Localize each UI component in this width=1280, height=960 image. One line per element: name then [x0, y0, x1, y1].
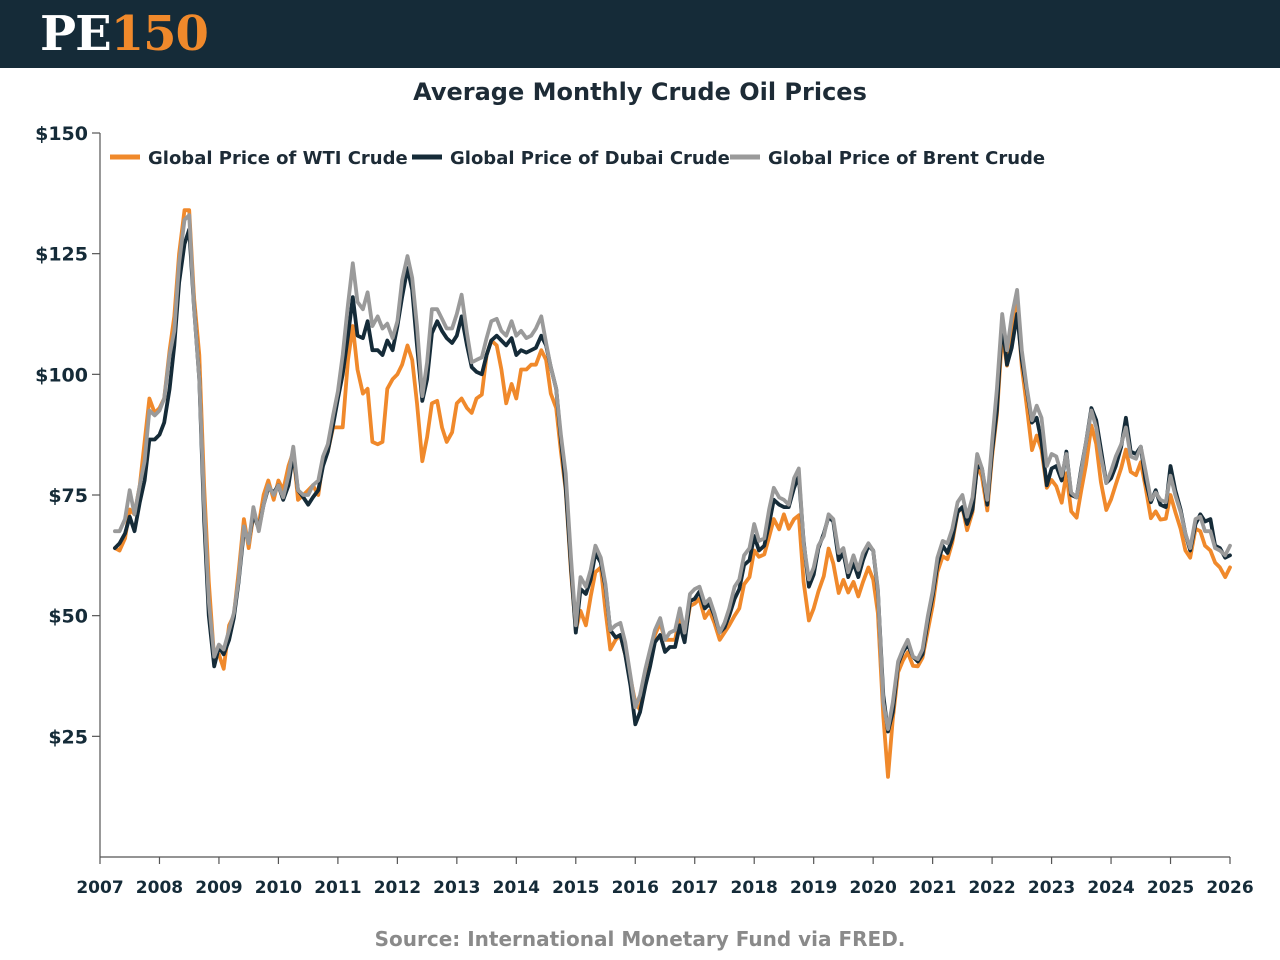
y-tick-label: $125 [35, 244, 88, 266]
logo-suffix: 150 [110, 6, 209, 62]
chart-title: Average Monthly Crude Oil Prices [413, 78, 867, 106]
y-tick-label: $50 [48, 606, 88, 628]
x-tick-label: 2015 [552, 878, 599, 898]
x-tick-label: 2009 [195, 878, 242, 898]
axes: $25 $50 $75 $100 $125 $150 2007 2008 2009 2010 201… [35, 123, 1254, 898]
x-tick-label: 2011 [314, 878, 361, 898]
x-tick-label: 2010 [255, 878, 302, 898]
y-tick-label: $100 [35, 364, 88, 386]
legend-label: Global Price of Dubai Crude [450, 148, 730, 169]
x-tick-label: 2016 [612, 878, 659, 898]
y-tick-label: $75 [48, 485, 88, 507]
legend-label: Global Price of WTI Crude [148, 148, 408, 169]
x-tick-label: 2020 [849, 878, 896, 898]
x-tick-label: 2018 [731, 878, 778, 898]
x-tick-label: 2013 [433, 878, 480, 898]
x-tick-label: 2024 [1087, 878, 1134, 898]
series-lines [113, 208, 1232, 779]
y-tick-label: $25 [48, 726, 88, 748]
x-tick-label: 2017 [671, 878, 718, 898]
x-tick-label: 2021 [909, 878, 956, 898]
dubai-line [113, 227, 1232, 734]
x-tick-label: 2022 [968, 878, 1015, 898]
x-tick-label: 2007 [76, 878, 123, 898]
x-tick-label: 2026 [1206, 878, 1253, 898]
x-tick-label: 2008 [136, 878, 183, 898]
logo-prefix: PE [40, 6, 112, 62]
x-tick-label: 2019 [790, 878, 837, 898]
source-note: Source: International Monetary Fund via … [375, 927, 906, 951]
x-tick-label: 2012 [374, 878, 421, 898]
legend-label: Global Price of Brent Crude [768, 148, 1045, 169]
y-tick-label: $150 [35, 123, 88, 145]
pe150-logo[interactable]: PE150 [40, 6, 209, 62]
brent-line [113, 213, 1232, 731]
legend: Global Price of WTI Crude Global Price of… [110, 148, 1045, 169]
x-tick-label: 2023 [1028, 878, 1075, 898]
header-bar: PE150 [0, 0, 1280, 68]
x-tick-label: 2014 [493, 878, 540, 898]
x-tick-label: 2025 [1147, 878, 1194, 898]
